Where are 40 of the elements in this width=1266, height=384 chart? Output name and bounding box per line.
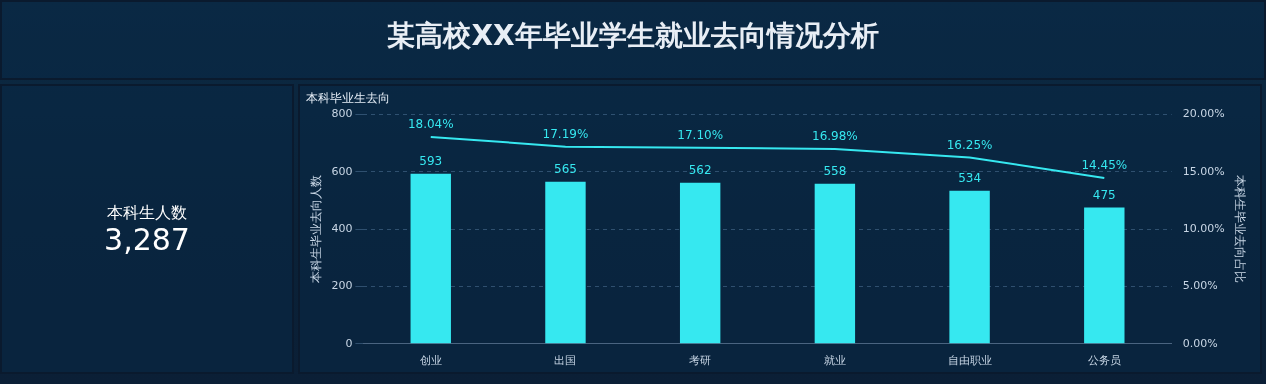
data-label: 558 [823, 163, 847, 178]
y-tick-label: 0 [345, 336, 353, 350]
text: 某高校XX年毕业学生就业去向情况分析 [387, 18, 879, 54]
data-label: 16.25% [946, 137, 993, 152]
data-label: 593 [419, 153, 443, 168]
bar [1084, 207, 1125, 344]
data-label: 475 [1092, 187, 1116, 202]
bar [679, 182, 721, 344]
text: 本科生人数 [107, 202, 187, 224]
data-label: 534 [958, 170, 982, 185]
data-label: 14.45% [1081, 158, 1128, 173]
y2-tick-label: 5.00% [1182, 279, 1218, 293]
y-tick-label: 400 [331, 221, 353, 235]
bar [814, 183, 856, 344]
y2-tick-label: 10.00% [1182, 221, 1225, 235]
y-tick-label: 200 [331, 279, 353, 293]
text: 3,287 [104, 221, 190, 257]
y-tick-label: 800 [331, 107, 353, 121]
data-label: 17.19% [542, 126, 589, 141]
y-axis-title: 本科生毕业去向人数 [309, 175, 324, 284]
data-label: 562 [688, 162, 712, 177]
data-label: 16.98% [812, 129, 858, 144]
bar [410, 173, 451, 344]
bar [545, 181, 586, 344]
y2-tick-label: 15.00% [1182, 164, 1225, 178]
chart-title: 本科毕业生去向 [306, 91, 390, 106]
y2-tick-label: 20.00% [1182, 107, 1225, 121]
x-tick-label: 就业 [823, 354, 846, 368]
x-tick-label: 公务员 [1087, 354, 1121, 368]
bar [949, 190, 990, 344]
x-tick-label: 自由职业 [947, 354, 992, 368]
y2-tick-label: 0.00% [1182, 336, 1218, 350]
data-label: 17.10% [677, 127, 724, 142]
x-tick-label: 考研 [689, 354, 712, 368]
data-label: 565 [554, 161, 577, 176]
y2-axis-title: 本科生毕业去向占比 [1232, 175, 1247, 284]
y-tick-label: 600 [331, 164, 353, 178]
data-label: 18.04% [407, 117, 454, 132]
x-tick-label: 创业 [419, 354, 442, 368]
x-tick-label: 出国 [554, 354, 577, 368]
